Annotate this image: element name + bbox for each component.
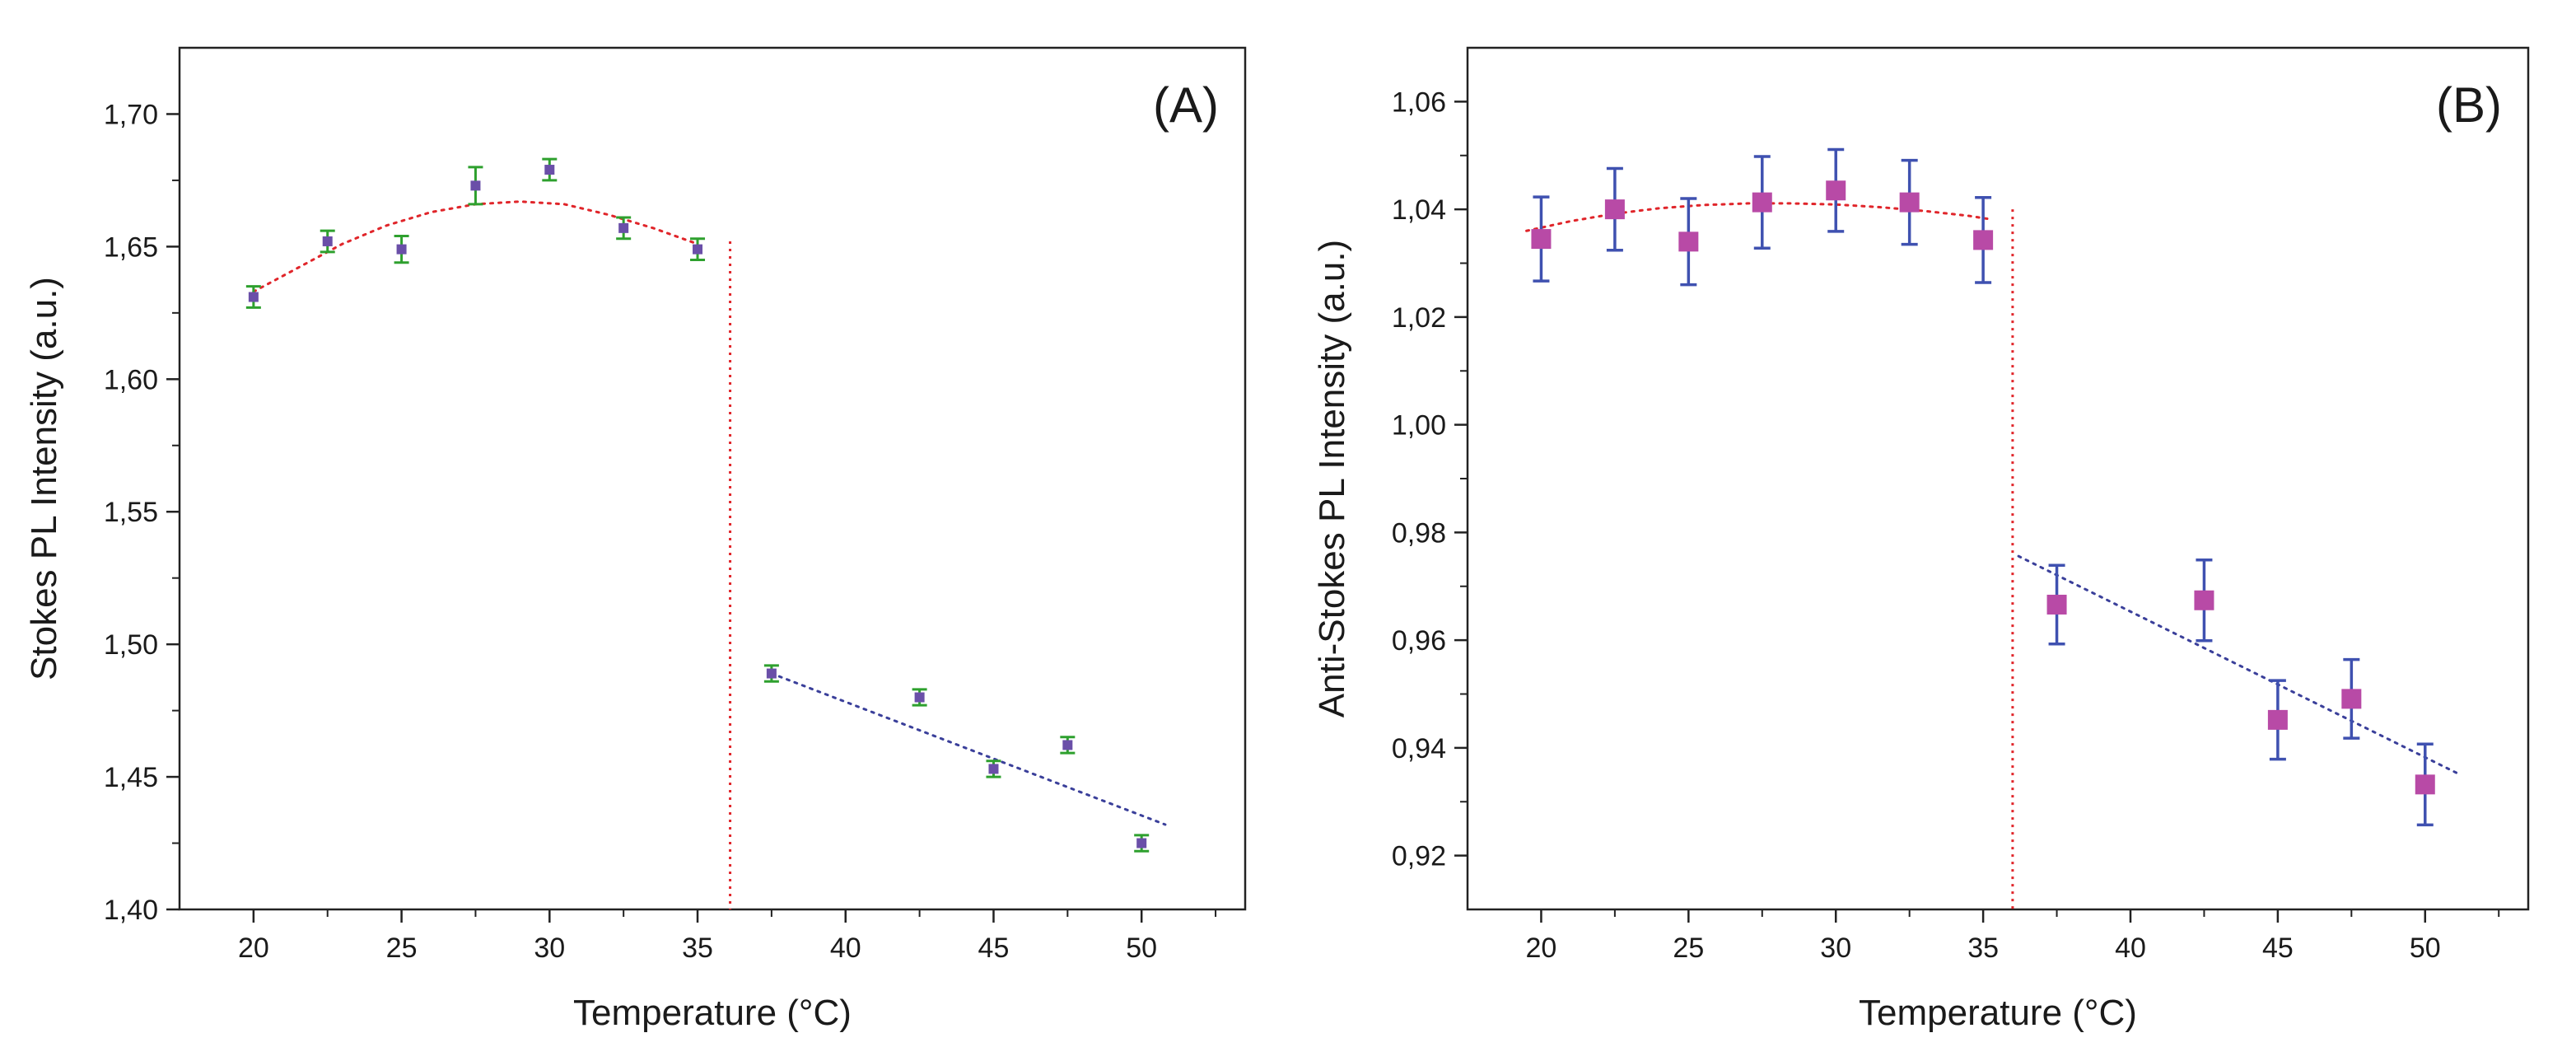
x-tick-label: 45 xyxy=(978,932,1010,964)
y-tick-label: 0,94 xyxy=(1392,733,1446,764)
data-point xyxy=(2267,709,2288,730)
chart-a: 20 25 30 35 40 45 50 1,40 1,45 1,50 1,55 1,60 1,65 1,… xyxy=(24,46,1247,1033)
x-tick-label: 25 xyxy=(386,932,418,964)
data-point xyxy=(1062,740,1073,750)
x-tick-label: 50 xyxy=(1126,932,1157,964)
y-axis-title: Anti-Stokes PL Intensity (a.u.) xyxy=(1312,240,1352,717)
data-point xyxy=(2415,774,2435,795)
y-tick-label: 1,02 xyxy=(1392,302,1446,334)
data-point xyxy=(2046,594,2067,615)
data-point xyxy=(1531,229,1552,250)
y-tick-label: 1,70 xyxy=(104,99,158,130)
y-tick-label: 0,92 xyxy=(1392,841,1446,872)
y-tick-label: 1,55 xyxy=(104,497,158,528)
x-tick-label: 20 xyxy=(238,932,269,964)
plot-frame xyxy=(1466,46,2530,911)
x-tick-label: 25 xyxy=(1673,932,1704,964)
fit-line-high-temp xyxy=(2017,554,2462,777)
x-tick-label: 35 xyxy=(1967,932,1999,964)
x-axis-title: Temperature (°C) xyxy=(1859,993,2137,1033)
data-point xyxy=(693,244,703,255)
y-tick-label: 1,50 xyxy=(104,629,158,661)
y-tick-label: 0,98 xyxy=(1392,517,1446,549)
data-point xyxy=(988,764,999,774)
chart-b: 20 25 30 35 40 45 50 0,92 0,94 0,96 0,98 1,00 1,02 1,… xyxy=(1312,46,2530,1033)
x-tick-label: 40 xyxy=(2115,932,2146,964)
panel-label: (B) xyxy=(2436,77,2502,133)
data-point xyxy=(248,292,259,302)
y-tick-label: 1,40 xyxy=(104,895,158,926)
data-point xyxy=(470,180,481,191)
fit-line-high-temp xyxy=(770,672,1167,826)
x-axis-title: Temperature (°C) xyxy=(573,993,852,1033)
data-point xyxy=(618,222,629,233)
y-tick-label: 1,65 xyxy=(104,231,158,263)
y-tick-label: 1,06 xyxy=(1392,86,1446,118)
y-tick-label: 1,04 xyxy=(1392,194,1446,226)
x-tick-label: 40 xyxy=(830,932,861,964)
plot-frame xyxy=(178,46,1247,911)
data-point xyxy=(1604,199,1625,220)
data-point xyxy=(914,692,925,703)
data-point xyxy=(322,236,333,246)
data-point xyxy=(1826,180,1846,201)
x-tick-label: 45 xyxy=(2262,932,2294,964)
data-point xyxy=(1136,838,1147,848)
fit-curve-low-temp xyxy=(252,200,699,293)
data-point xyxy=(544,165,555,175)
x-tick-label: 50 xyxy=(2410,932,2441,964)
y-tick-label: 1,45 xyxy=(104,762,158,793)
data-point xyxy=(1678,231,1699,252)
y-tick-label: 1,00 xyxy=(1392,410,1446,442)
data-point xyxy=(766,668,777,679)
x-tick-label: 30 xyxy=(1820,932,1851,964)
x-tick-label: 20 xyxy=(1526,932,1557,964)
data-point xyxy=(2341,689,2362,709)
x-tick-label: 35 xyxy=(682,932,713,964)
y-tick-label: 0,96 xyxy=(1392,625,1446,657)
panel-label: (A) xyxy=(1153,77,1219,133)
data-point xyxy=(396,244,407,255)
y-axis-title: Stokes PL Intensity (a.u.) xyxy=(24,277,64,680)
data-point xyxy=(1899,192,1920,213)
y-tick-label: 1,60 xyxy=(104,364,158,395)
data-point xyxy=(1973,230,1994,250)
data-point xyxy=(2194,590,2214,610)
x-tick-label: 30 xyxy=(534,932,565,964)
data-point xyxy=(1752,192,1772,213)
